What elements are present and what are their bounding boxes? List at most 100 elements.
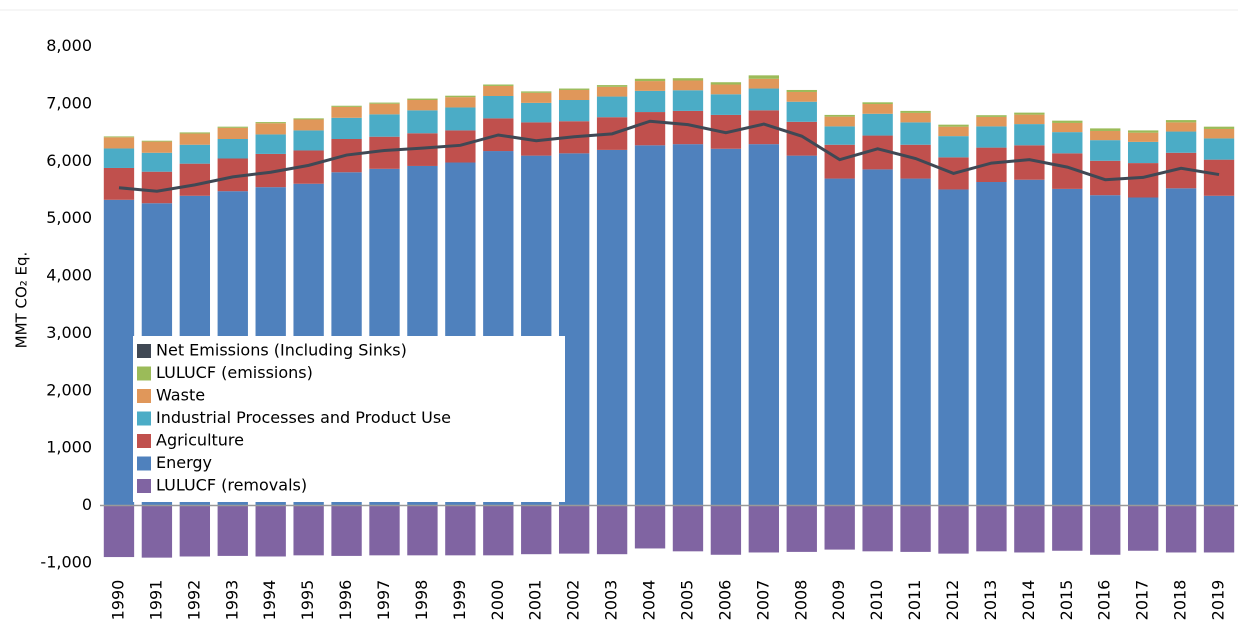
legend-swatch xyxy=(137,434,151,448)
bar-segment xyxy=(141,171,173,204)
bar-segment xyxy=(369,114,400,137)
bar-segment xyxy=(634,81,666,91)
bar-segment xyxy=(1052,122,1083,133)
bar-segment xyxy=(938,124,969,127)
bar-segment xyxy=(331,105,362,107)
bar-segment xyxy=(1014,124,1045,146)
bar-segment xyxy=(255,505,286,557)
y-tick-label: 7,000 xyxy=(46,94,92,113)
bar-segment xyxy=(710,505,742,555)
bar-segment xyxy=(1127,197,1159,506)
bar-segment xyxy=(1090,128,1121,131)
x-tick-label: 2011 xyxy=(905,580,924,621)
bar-segment xyxy=(710,82,742,85)
bar-segment xyxy=(141,140,173,142)
bar-segment xyxy=(672,80,704,91)
legend-swatch xyxy=(137,411,151,426)
bar-segment xyxy=(710,148,742,506)
x-tick-label: 2013 xyxy=(981,580,1000,621)
bar-segment xyxy=(369,102,400,104)
x-tick-label: 1996 xyxy=(336,580,355,621)
bar-segment xyxy=(483,95,514,119)
bar-segment xyxy=(672,505,704,552)
bar-segment xyxy=(900,505,931,552)
bar-segment xyxy=(1203,505,1235,553)
bar-segment xyxy=(103,505,135,558)
bar-segment xyxy=(634,90,666,113)
x-tick-label: 1990 xyxy=(108,580,127,621)
bar-segment xyxy=(1090,195,1121,506)
bar-segment xyxy=(862,104,893,114)
bar-segment xyxy=(1165,120,1197,123)
bar-segment xyxy=(521,102,552,123)
bar-segment xyxy=(445,97,476,108)
bar-segment xyxy=(179,144,211,164)
bar-segment xyxy=(976,116,1007,127)
y-tick-label: 1,000 xyxy=(46,438,92,457)
bar-segment xyxy=(672,78,704,81)
bar-segment xyxy=(786,89,817,92)
x-tick-label: 2005 xyxy=(677,580,696,621)
bar-segment xyxy=(179,163,211,196)
bar-segment xyxy=(710,84,742,95)
x-tick-label: 2018 xyxy=(1171,580,1190,621)
bar-segment xyxy=(824,178,855,506)
bar-segment xyxy=(824,144,855,179)
bar-segment xyxy=(634,145,666,506)
bar-segment xyxy=(103,148,135,168)
bar-segment xyxy=(103,137,135,149)
bar-segment xyxy=(1165,131,1197,153)
bar-segment xyxy=(1127,141,1159,164)
x-tick-label: 2002 xyxy=(564,580,583,621)
bar-segment xyxy=(786,505,817,552)
bar-segment xyxy=(103,167,135,200)
bar-segment xyxy=(558,100,590,122)
bar-segment xyxy=(1127,130,1159,133)
y-tick-label: 4,000 xyxy=(46,266,92,285)
bar-segment xyxy=(1052,132,1083,154)
bar-segment xyxy=(672,90,704,111)
bar-segment xyxy=(255,123,286,135)
x-tick-label: 2010 xyxy=(867,580,886,621)
x-tick-label: 1999 xyxy=(450,580,469,621)
bar-segment xyxy=(1203,159,1235,196)
bar-segment xyxy=(1052,120,1083,123)
bar-segment xyxy=(369,505,400,556)
x-tick-label: 1991 xyxy=(146,580,165,621)
bar-segment xyxy=(293,130,324,151)
bar-segment xyxy=(786,101,817,122)
bar-segment xyxy=(331,117,362,140)
y-tick-label: 8,000 xyxy=(46,36,92,55)
bar-segment xyxy=(596,505,628,555)
x-tick-label: 2017 xyxy=(1133,580,1152,621)
bar-segment xyxy=(445,107,476,131)
bar-segment xyxy=(141,141,173,153)
bar-segment xyxy=(710,94,742,115)
bar-segment xyxy=(824,126,855,145)
legend-swatch xyxy=(137,456,151,471)
legend-label: Industrial Processes and Product Use xyxy=(156,408,451,427)
bar-segment xyxy=(1014,114,1045,125)
legend-label: Waste xyxy=(156,386,205,405)
bar-segment xyxy=(976,126,1007,148)
bar-segment xyxy=(900,122,931,145)
bar-segment xyxy=(1090,130,1121,141)
x-tick-label: 2019 xyxy=(1209,580,1228,621)
y-tick-label: 6,000 xyxy=(46,151,92,170)
legend-box xyxy=(133,336,565,502)
bar-segment xyxy=(331,505,362,556)
legend-label: Energy xyxy=(156,453,212,472)
bar-segment xyxy=(824,505,855,550)
bar-segment xyxy=(1090,140,1121,161)
bar-segment xyxy=(293,505,324,556)
legend-swatch xyxy=(137,366,151,381)
bar-segment xyxy=(1203,126,1235,129)
bar-segment xyxy=(786,155,817,506)
bar-segment xyxy=(483,85,514,96)
bar-segment xyxy=(1127,163,1159,198)
legend-swatch xyxy=(137,389,151,403)
bar-segment xyxy=(483,505,514,556)
x-tick-label: 2001 xyxy=(526,580,545,621)
bar-segment xyxy=(824,116,855,127)
bar-segment xyxy=(1014,505,1045,553)
